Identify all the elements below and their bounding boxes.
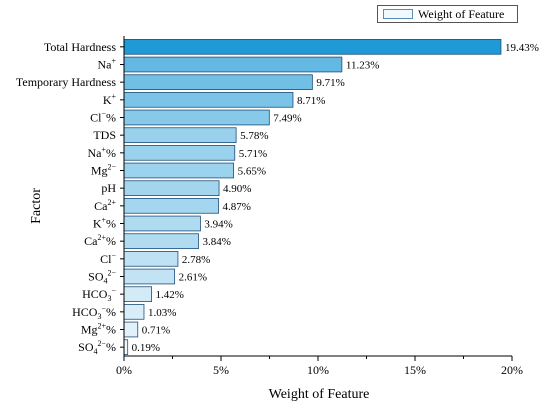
x-tick-label: 10% (307, 363, 329, 377)
bar-value-label: 0.19% (132, 342, 160, 354)
category-label: Cl− (100, 251, 116, 266)
bar-value-label: 19.43% (505, 42, 539, 54)
bar-value-label: 8.71% (297, 95, 325, 107)
bar (123, 304, 145, 320)
category-label: Ca2+% (84, 233, 116, 248)
category-label: Total Hardness (44, 40, 116, 54)
bar (123, 109, 270, 126)
x-tick-label: 20% (501, 363, 523, 377)
category-label: K+% (93, 216, 116, 231)
bar (123, 180, 220, 196)
bar-value-label: 5.78% (240, 130, 268, 142)
category-label: Mg2− (91, 163, 117, 178)
bar-value-label: 5.65% (238, 166, 266, 178)
value-labels-layer: 19.43% 11.23%9.71% 8.71% 7.49% 5.78% 5.71% 5.6… (132, 42, 539, 354)
bar (123, 215, 201, 232)
bar (123, 198, 219, 214)
bar-value-label: 0.71% (142, 325, 170, 337)
bar (123, 56, 343, 73)
category-label: Na+ (97, 57, 116, 72)
bar (123, 233, 199, 249)
category-label: K+ (103, 92, 117, 107)
category-label: TDS (93, 128, 116, 142)
bar (123, 286, 152, 302)
bar (123, 321, 139, 338)
bar-value-label: 4.87% (222, 201, 250, 213)
category-label: Na+% (87, 145, 116, 160)
y-axis-title: Factor (29, 188, 44, 224)
bar (123, 162, 235, 179)
bar (123, 339, 129, 355)
bar-value-label: 2.78% (182, 254, 210, 266)
category-labels-layer: Total Hardness Na+ Temporary Hardness K+ Cl−… (16, 40, 117, 356)
category-label: Cl−% (90, 110, 116, 125)
category-label: HCO3− (82, 286, 116, 303)
bar-value-label: 1.03% (148, 307, 176, 319)
bar-value-label: 5.71% (239, 148, 267, 160)
bar (123, 39, 502, 55)
category-label: Ca2+ (94, 198, 116, 213)
bar-value-label: 3.94% (204, 219, 232, 231)
bar-value-label: 11.23% (346, 60, 380, 72)
bar (123, 268, 176, 285)
legend: Weight of Feature (377, 5, 518, 23)
x-tick-label: 15% (404, 363, 426, 377)
bar-value-label: 7.49% (273, 113, 301, 125)
x-tick-label: 0% (116, 363, 132, 377)
x-axis-title: Weight of Feature (269, 387, 370, 402)
axes-layer: 0% 5% 10% 15% 20% (116, 36, 523, 377)
bar-value-label: 3.84% (202, 236, 230, 248)
bar (123, 145, 236, 161)
bar (123, 74, 313, 90)
legend-swatch (383, 9, 413, 19)
category-label: pH (101, 181, 116, 195)
bar-value-label: 1.42% (156, 289, 184, 301)
category-label: SO42−% (78, 339, 116, 356)
bar-value-label: 9.71% (316, 77, 344, 89)
category-label: SO42− (88, 269, 116, 286)
bar-value-label: 2.61% (179, 272, 207, 284)
category-label: Mg2+% (81, 322, 116, 337)
bars-layer (123, 39, 502, 355)
bar-value-label: 4.90% (223, 183, 251, 195)
bar (123, 251, 179, 267)
bar (123, 127, 237, 143)
category-label: Temporary Hardness (16, 75, 116, 89)
category-label: HCO3−% (72, 304, 116, 321)
legend-label: Weight of Feature (418, 6, 505, 21)
x-tick-label: 5% (213, 363, 229, 377)
bar (123, 92, 294, 108)
